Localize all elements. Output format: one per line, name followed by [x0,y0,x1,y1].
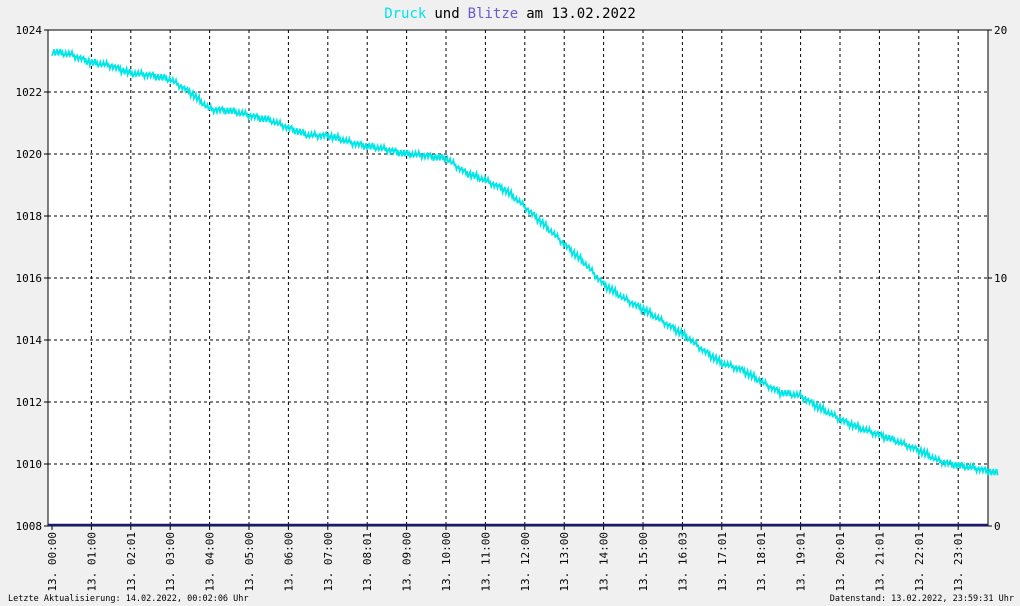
x-tick-label: 13. 00:00 [46,532,59,592]
x-tick-label: 13. 14:00 [598,532,611,592]
x-tick-label: 13. 23:01 [952,532,965,592]
y2-tick-label: 10 [994,272,1007,285]
y2-tick-label: 0 [994,520,1001,533]
x-axis: 13. 00:00 13. 01:00 13. 02:01 13. 03:00 13. … [46,526,965,592]
y2-tick-label: 20 [994,24,1007,37]
x-tick-label: 13. 20:01 [834,532,847,592]
x-tick-label: 13. 19:01 [795,532,808,592]
x-tick-label: 13. 01:00 [85,532,98,592]
x-tick-label: 13. 12:00 [519,532,532,592]
x-tick-label: 13. 16:03 [676,532,689,592]
chart-title: Druck und Blitze am 13.02.2022 [384,6,636,22]
x-tick-label: 13. 05:00 [243,532,256,592]
x-tick-label: 13. 17:01 [716,532,729,592]
y-tick-label: 1014 [16,334,43,347]
x-tick-label: 13. 15:00 [637,532,650,592]
title-date: am 13.02.2022 [526,6,636,22]
y-tick-label: 1008 [16,520,43,533]
y-tick-label: 1016 [16,272,43,285]
series-line-druck [51,48,999,476]
series-layer [48,48,999,527]
title-und: und [434,6,459,22]
y-tick-label: 1012 [16,396,43,409]
y-tick-label: 1018 [16,210,43,223]
x-tick-label: 13. 11:00 [479,532,492,592]
title-druck: Druck [384,6,427,22]
y-tick-label: 1024 [16,24,43,37]
x-tick-label: 13. 04:00 [204,532,217,592]
x-tick-label: 13. 02:01 [125,532,138,592]
x-tick-label: 13. 06:00 [282,532,295,592]
grid-lines [48,30,988,526]
x-tick-label: 13. 03:00 [164,532,177,592]
x-tick-label: 13. 09:00 [401,532,414,592]
title-blitze: Blitze [468,6,519,22]
x-tick-label: 13. 13:00 [558,532,571,592]
y-axis-left: 1008 1010 1012 1014 1016 1018 1020 1022 1024 [16,24,48,533]
y-tick-label: 1022 [16,86,43,99]
y-tick-label: 1010 [16,458,43,471]
y-axis-right: 0 10 20 [988,24,1007,533]
x-tick-label: 13. 18:01 [755,532,768,592]
x-tick-label: 13. 10:00 [440,532,453,592]
x-tick-label: 13. 07:00 [322,532,335,592]
x-tick-label: 13. 21:01 [873,532,886,592]
footer-last-update: Letzte Aktualisierung: 14.02.2022, 00:02… [8,594,249,604]
footer-data-status: Datenstand: 13.02.2022, 23:59:31 Uhr [830,594,1014,604]
y-tick-label: 1020 [16,148,43,161]
x-tick-label: 13. 08:01 [361,532,374,592]
x-tick-label: 13. 22:01 [913,532,926,592]
